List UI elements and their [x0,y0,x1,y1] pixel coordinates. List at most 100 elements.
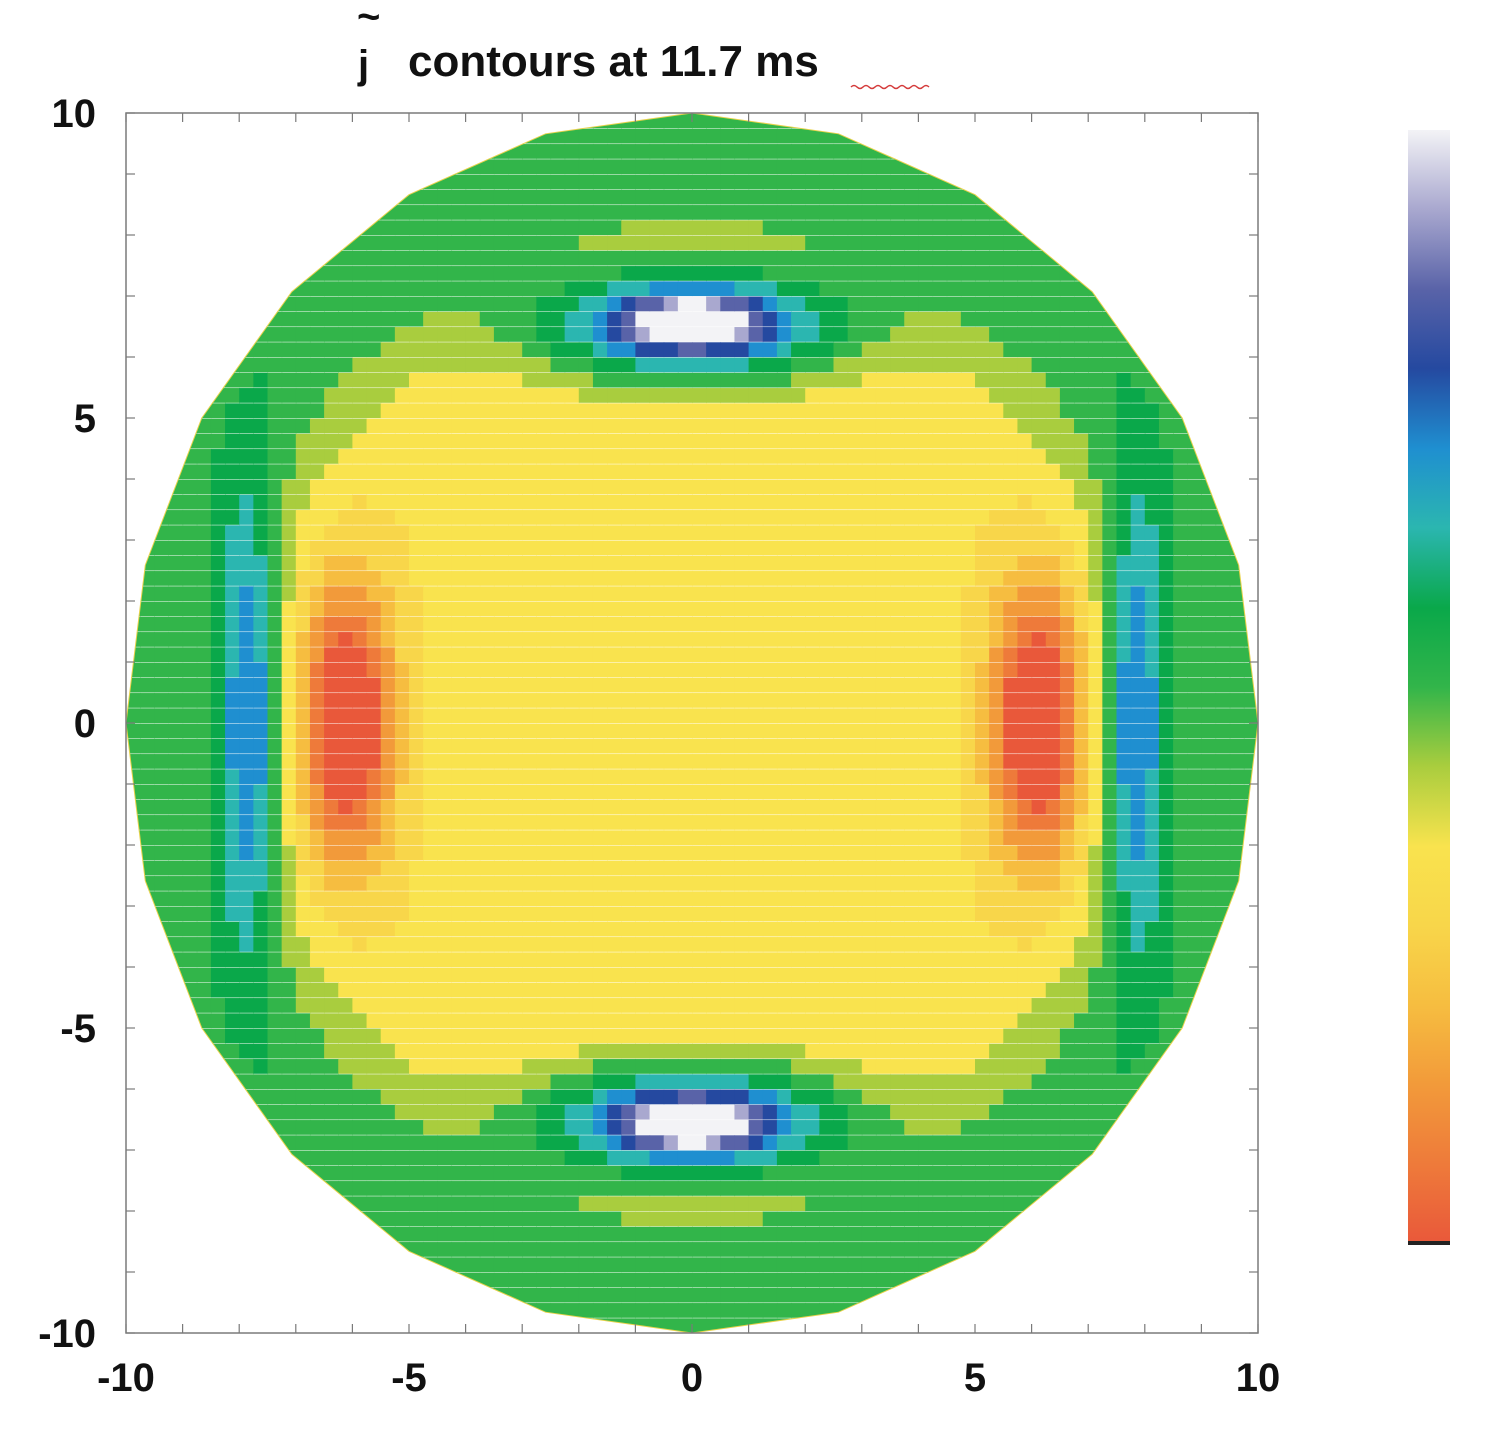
contour-cell [1017,311,1033,327]
contour-cell [423,1104,438,1120]
contour-cell [324,311,339,327]
contour-cell [635,266,651,281]
contour-cell [960,632,976,647]
contour-cell [309,601,325,617]
contour-cell [918,266,934,281]
contour-cell [791,159,806,175]
contour-cell [805,250,820,266]
contour-cell [479,1013,495,1029]
contour-cell [225,815,240,830]
contour-cell [819,250,835,266]
contour-cell [380,525,396,541]
contour-cell [1130,433,1146,449]
contour-cell [366,708,382,724]
contour-cell [564,784,580,800]
contour-cell [819,281,835,297]
contour-cell [1144,479,1160,495]
contour-cell [508,479,523,495]
contour-cell [692,205,707,220]
contour-cell [748,174,764,190]
contour-cell [225,906,240,922]
contour-cell [1074,449,1089,464]
contour-cell [1144,906,1160,922]
contour-cell [564,540,580,556]
contour-cell [267,1043,283,1059]
contour-cell [932,571,948,586]
contour-cell [748,220,764,236]
contour-cell [960,1013,976,1029]
contour-cell [564,1120,580,1135]
contour-cell [904,906,919,922]
contour-cell [635,784,651,800]
contour-cell [1003,1074,1019,1090]
contour-cell [267,1059,283,1074]
contour-cell [281,555,297,571]
contour-cell [861,1181,877,1196]
contour-cell [720,464,736,480]
contour-cell [805,677,820,693]
contour-cell [267,998,283,1013]
contour-cell [734,616,750,632]
contour-cell [607,937,622,952]
contour-cell [1173,540,1188,556]
contour-cell [890,250,905,266]
contour-cell [309,1135,325,1151]
contour-cell [465,342,481,358]
contour-cell [154,632,170,647]
contour-cell [1045,906,1061,922]
contour-cell [692,937,707,952]
contour-cell [1173,632,1188,647]
contour-cell [168,693,184,708]
contour-cell [1017,250,1033,266]
contour-cell [493,876,509,891]
contour-cell [508,1104,523,1120]
contour-cell [946,418,962,434]
contour-cell [168,494,184,510]
contour-cell [522,601,537,617]
contour-cell [932,891,948,907]
contour-cell [1102,799,1118,815]
contour-cell [748,1089,764,1105]
contour-cell [522,662,537,678]
contour-cell [975,464,990,480]
contour-cell [776,555,792,571]
contour-cell [592,891,608,907]
contour-cell [508,1150,523,1166]
contour-cell [748,311,764,327]
contour-cell [989,357,1004,373]
contour-cell [437,1150,453,1166]
contour-cell [1017,1059,1033,1074]
contour-cell [847,1120,863,1135]
contour-cell [1074,1013,1089,1029]
contour-cell [267,754,283,769]
contour-cell [380,250,396,266]
contour-cell [607,876,622,891]
contour-cell [267,662,283,678]
contour-cell [960,830,976,846]
contour-cell [366,1196,382,1212]
contour-cell [423,769,438,785]
contour-cell [352,327,368,342]
contour-cell [479,677,495,693]
contour-cell [819,799,835,815]
contour-cell [1003,982,1019,998]
contour-cell [182,845,198,861]
contour-cell [253,845,269,861]
contour-cell [706,998,721,1013]
contour-cell [776,494,792,510]
contour-cell [239,906,254,922]
contour-cell [904,281,919,297]
contour-cell [493,723,509,739]
contour-cell [918,1028,934,1044]
contour-cell [168,937,184,952]
contour-cell [1059,830,1075,846]
contour-cell [154,601,170,617]
contour-cell [366,754,382,769]
contour-cell [564,1135,580,1151]
contour-cell [1031,693,1047,708]
contour-cell [932,1074,948,1090]
contour-cell [805,327,820,342]
contour-cell [451,921,467,937]
contour-cell [847,1104,863,1120]
contour-cell [918,1135,934,1151]
